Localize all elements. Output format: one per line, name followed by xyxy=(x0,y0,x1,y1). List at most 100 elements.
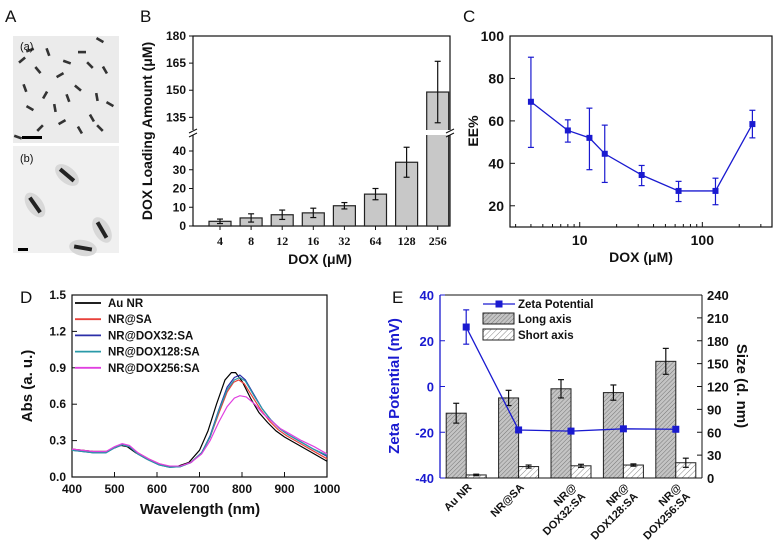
nanorod xyxy=(13,134,23,140)
x-axis-label: DOX (μM) xyxy=(609,249,673,265)
y-tick-label: 1.2 xyxy=(49,324,66,338)
y-tick-label: 1.5 xyxy=(49,288,66,302)
spectrum-line-0 xyxy=(71,372,328,468)
left-y-axis-label: Zeta Potential (mV) xyxy=(386,318,403,454)
right-y-tick-label: 90 xyxy=(707,402,721,417)
legend-marker-zeta xyxy=(495,300,503,308)
zeta-point xyxy=(672,425,680,433)
x-axis-label: Wavelength (nm) xyxy=(140,501,260,518)
legend-label: NR@DOX128:SA xyxy=(108,347,200,359)
nanorod xyxy=(96,124,104,132)
axis-break-gap xyxy=(188,130,452,135)
y-axis-label: EE% xyxy=(465,115,481,147)
right-y-tick-label: 120 xyxy=(707,380,729,395)
y-tick-label: 60 xyxy=(488,113,504,129)
scale-bar xyxy=(22,136,42,139)
y-tick-label: 10 xyxy=(173,200,187,214)
panel-label-c: C xyxy=(463,7,475,26)
panel-label-a: A xyxy=(5,7,17,26)
nanorod xyxy=(22,83,28,93)
long-axis-bar xyxy=(602,392,624,479)
x-tick-label: 900 xyxy=(274,482,294,496)
axis-break-right xyxy=(445,132,455,138)
x-tick-label: 4 xyxy=(217,234,223,248)
right-y-tick-label: 30 xyxy=(707,448,721,463)
axis-break-right xyxy=(445,128,455,134)
y-tick-label: 180 xyxy=(166,29,186,43)
y-tick-label: 135 xyxy=(166,110,186,124)
error-bar-4 xyxy=(217,218,223,225)
short-axis-error-bar xyxy=(682,457,689,468)
x-tick-label: 100 xyxy=(691,232,715,248)
y-tick-label: 0.6 xyxy=(49,397,66,411)
nanorod xyxy=(95,221,109,239)
x-tick-label: 800 xyxy=(232,482,252,496)
nanorod xyxy=(41,90,49,100)
y-tick-label: 20 xyxy=(488,198,504,214)
y-tick-label: 30 xyxy=(173,163,187,177)
left-y-tick-label: 20 xyxy=(420,334,434,349)
long-axis-error-bar xyxy=(453,402,460,424)
data-point xyxy=(712,187,719,194)
legend-label: NR@SA xyxy=(108,314,152,326)
nanorod xyxy=(34,66,42,74)
nanorod xyxy=(86,61,94,69)
x-axis-label: DOX (μM) xyxy=(288,251,352,267)
legend-label: Long axis xyxy=(518,314,572,326)
x-tick-label: 32 xyxy=(338,234,350,248)
legend-label: NR@DOX32:SA xyxy=(108,330,193,342)
spectrum-line-4 xyxy=(71,395,328,467)
legend-swatch-long xyxy=(482,312,515,325)
legend-swatch-short xyxy=(482,328,515,341)
short-axis-error-bar xyxy=(525,464,532,469)
nanorod xyxy=(73,244,93,252)
y-tick-label: 0.3 xyxy=(49,434,66,448)
nanorod xyxy=(57,118,67,126)
y-tick-label: 40 xyxy=(488,155,504,171)
error-bar-64 xyxy=(372,187,379,201)
data-point xyxy=(586,134,593,141)
error-bar-128 xyxy=(403,146,410,178)
data-point xyxy=(564,127,571,134)
right-y-tick-label: 180 xyxy=(707,334,729,349)
axis-break-left xyxy=(188,128,198,134)
y-tick-label: 40 xyxy=(173,144,187,158)
y-tick-label: 100 xyxy=(481,28,505,44)
long-axis-error-bar xyxy=(662,347,669,375)
y-tick-label: 150 xyxy=(166,83,186,97)
panel-label-b: B xyxy=(140,7,151,26)
error-bar-16 xyxy=(310,207,317,219)
micrograph-b xyxy=(13,146,119,257)
data-point xyxy=(675,187,682,194)
y-axis-label: Abs (a. u.) xyxy=(19,350,36,423)
nanorod xyxy=(65,93,71,103)
y-tick-label: 0.9 xyxy=(49,361,66,375)
right-y-axis-label: Size (d. nm) xyxy=(733,344,750,428)
nanorod xyxy=(25,47,35,53)
short-axis-error-bar xyxy=(578,463,584,468)
x-tick-label: 64 xyxy=(370,234,382,248)
left-y-tick-label: -40 xyxy=(415,471,434,486)
legend-label: NR@DOX256:SA xyxy=(108,363,200,375)
zeta-point xyxy=(462,323,470,331)
error-bar-8 xyxy=(248,213,255,223)
nanorod xyxy=(94,92,99,102)
right-y-tick-label: 150 xyxy=(707,357,729,372)
long-axis-bar xyxy=(655,360,677,479)
y-tick-label: 0.0 xyxy=(49,470,66,484)
data-point xyxy=(638,172,645,179)
zeta-point xyxy=(619,425,627,433)
right-y-tick-label: 0 xyxy=(707,471,714,486)
spectrum-line-2 xyxy=(71,374,328,468)
error-bar-256 xyxy=(434,60,441,124)
nanorod xyxy=(88,113,96,123)
legend-label: Short axis xyxy=(518,330,574,342)
nanorod xyxy=(52,103,57,113)
x-category-label: Au NR xyxy=(442,482,474,514)
panel-label-d: D xyxy=(20,288,32,307)
nanorod xyxy=(101,65,109,75)
x-category-label: NR@SA xyxy=(489,482,527,520)
data-point xyxy=(527,98,534,105)
ee-line xyxy=(530,101,753,192)
